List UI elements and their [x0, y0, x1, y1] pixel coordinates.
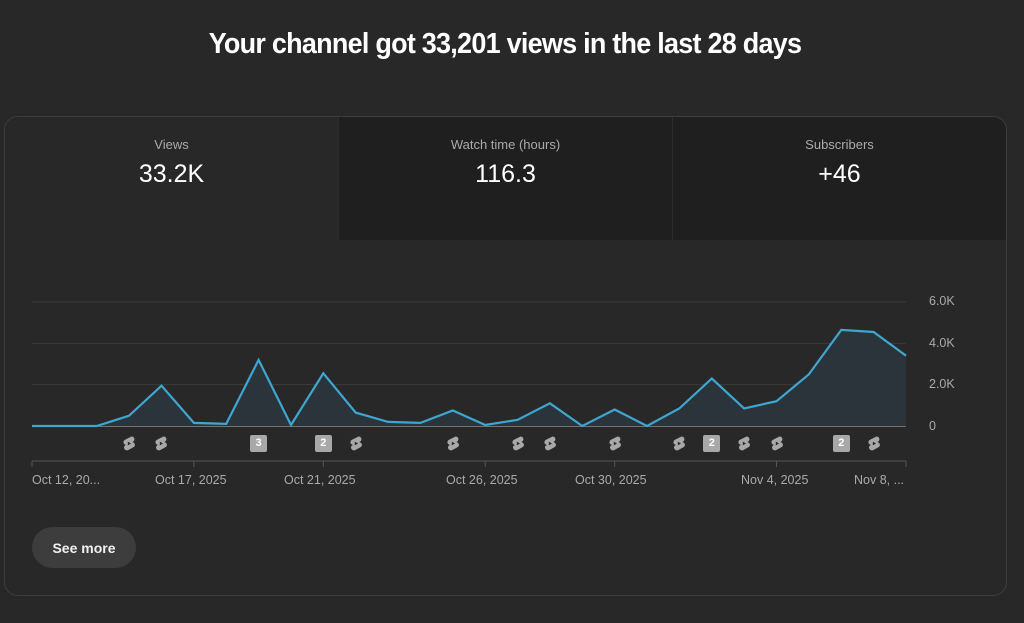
tab-value: 116.3 [475, 160, 536, 188]
tab-label: Watch time (hours) [450, 137, 561, 152]
shorts-icon[interactable] [769, 435, 785, 451]
area-fill [32, 329, 906, 426]
upload-count-badge[interactable]: 3 [250, 435, 268, 452]
x-tick-label: Nov 4, 2025 [741, 473, 809, 487]
upload-count-badge[interactable]: 2 [314, 435, 332, 452]
x-tick-label: Oct 30, 2025 [575, 473, 647, 487]
tab-subscribers[interactable]: Subscribers +46 [672, 117, 1006, 240]
tab-label: Views [154, 137, 189, 152]
chart-canvas [31, 301, 907, 467]
shorts-icon[interactable] [866, 435, 882, 451]
tab-value: 33.2K [138, 160, 205, 188]
views-line-chart[interactable]: 6.0K 4.0K 2.0K 0 Oct 12, 20... Oct 17, 2… [5, 240, 1006, 500]
y-tick-label: 6.0K [929, 294, 955, 308]
metric-tabs: Views 33.2K Watch time (hours) 116.3 Sub… [5, 117, 1006, 240]
x-tick-label: Nov 8, ... [854, 473, 905, 487]
y-tick-label: 4.0K [929, 336, 955, 350]
tab-label: Subscribers [805, 137, 874, 152]
shorts-icon[interactable] [607, 435, 623, 451]
shorts-icon[interactable] [671, 435, 687, 451]
shorts-icon[interactable] [736, 435, 752, 451]
see-more-button[interactable]: See more [32, 527, 136, 568]
y-tick-label: 0 [929, 419, 936, 433]
y-tick-label: 2.0K [929, 377, 955, 391]
page-headline: Your channel got 33,201 views in the las… [208, 28, 802, 60]
tab-value: +46 [818, 160, 861, 188]
x-tick-label: Oct 26, 2025 [446, 473, 518, 487]
shorts-icon[interactable] [510, 435, 526, 451]
shorts-icon[interactable] [348, 435, 364, 451]
x-tick-label: Oct 17, 2025 [155, 473, 227, 487]
tab-watch-time[interactable]: Watch time (hours) 116.3 [338, 117, 672, 240]
upload-count-badge[interactable]: 2 [703, 435, 721, 452]
shorts-icon[interactable] [153, 435, 169, 451]
shorts-icon[interactable] [121, 435, 137, 451]
analytics-card: Views 33.2K Watch time (hours) 116.3 Sub… [4, 116, 1007, 596]
tab-views[interactable]: Views 33.2K [5, 117, 338, 240]
views-line [32, 328, 907, 428]
x-tick-label: Oct 12, 20... [32, 473, 101, 487]
upload-count-badge[interactable]: 2 [832, 435, 850, 452]
shorts-icon[interactable] [445, 435, 461, 451]
x-tick-label: Oct 21, 2025 [284, 473, 356, 487]
shorts-icon[interactable] [542, 435, 558, 451]
